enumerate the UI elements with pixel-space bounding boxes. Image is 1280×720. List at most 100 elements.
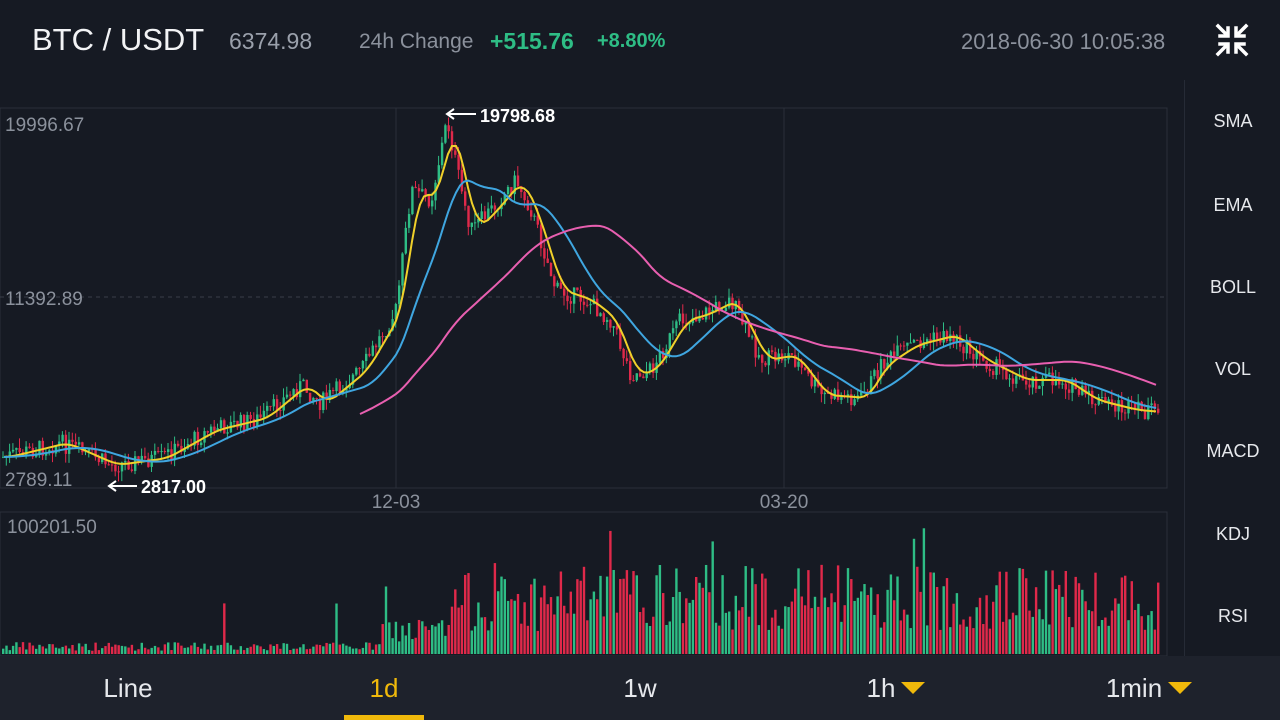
volume-bar bbox=[322, 646, 325, 654]
volume-bar bbox=[384, 586, 388, 654]
candle-body bbox=[860, 391, 863, 396]
volume-bar bbox=[190, 645, 193, 654]
timeframe-line-label: Line bbox=[103, 672, 153, 703]
candle-body bbox=[285, 394, 289, 398]
indicator-kdj[interactable]: KDJ bbox=[1185, 514, 1280, 554]
candle-body bbox=[1157, 408, 1160, 413]
volume-bar bbox=[813, 596, 817, 654]
candle-body bbox=[262, 410, 266, 418]
volume-bar bbox=[619, 578, 622, 654]
volume-bar bbox=[1077, 583, 1081, 654]
candle-body bbox=[292, 389, 295, 396]
candle-body bbox=[124, 461, 127, 463]
candle-body bbox=[272, 399, 275, 407]
candle-body bbox=[1058, 379, 1061, 385]
timeframe-1min-dropdown[interactable]: 1min bbox=[1094, 656, 1204, 720]
high-marker: 19798.68 bbox=[445, 106, 555, 126]
volume-bar bbox=[711, 541, 714, 654]
volume-bar bbox=[213, 649, 216, 654]
candle-body bbox=[728, 297, 731, 308]
timeframe-1w[interactable]: 1w bbox=[600, 656, 680, 720]
volume-max-label: 100201.50 bbox=[7, 517, 97, 538]
timeframe-1d[interactable]: 1d bbox=[344, 656, 424, 720]
candle-body bbox=[840, 395, 843, 400]
change-label: 24h Change bbox=[359, 30, 474, 53]
candle-body bbox=[361, 360, 365, 369]
volume-bar bbox=[193, 642, 196, 654]
volume-bar bbox=[35, 648, 38, 654]
indicator-macd[interactable]: MACD bbox=[1185, 431, 1280, 471]
candle-body bbox=[893, 351, 896, 357]
volume-bar bbox=[1054, 589, 1058, 654]
candle-body bbox=[236, 420, 239, 428]
candle-body bbox=[351, 374, 355, 385]
candle-body bbox=[460, 169, 464, 192]
candle-body bbox=[407, 214, 411, 228]
volume-bar bbox=[625, 570, 629, 654]
indicator-sma[interactable]: SMA bbox=[1185, 101, 1280, 141]
volume-bar bbox=[2, 648, 5, 654]
volume-bar bbox=[470, 630, 473, 654]
volume-bar bbox=[64, 645, 68, 654]
candle-body bbox=[992, 371, 995, 375]
candle-body bbox=[764, 362, 767, 366]
candle-body bbox=[902, 345, 906, 347]
candle-body bbox=[61, 434, 64, 442]
volume-bar bbox=[219, 644, 223, 654]
candle-body bbox=[952, 334, 955, 342]
candle-body bbox=[503, 194, 506, 205]
volume-bar bbox=[553, 614, 556, 654]
candle-body bbox=[487, 208, 490, 220]
indicator-ema[interactable]: EMA bbox=[1185, 185, 1280, 225]
indicator-ema-label: EMA bbox=[1213, 194, 1253, 215]
candle-body bbox=[1031, 376, 1034, 388]
volume-bar bbox=[671, 597, 675, 654]
volume-bar bbox=[480, 617, 483, 654]
volume-bar bbox=[691, 599, 695, 654]
candle-body bbox=[596, 298, 599, 317]
volume-bar bbox=[869, 587, 873, 654]
candle-body bbox=[107, 464, 110, 466]
candle-body bbox=[876, 370, 879, 379]
volume-bar bbox=[153, 645, 157, 654]
candlestick-chart[interactable]: 19996.67 11392.89 2789.11 12-03 03-20 10… bbox=[0, 80, 1170, 656]
volume-bar bbox=[642, 607, 645, 654]
volume-bar bbox=[1150, 611, 1153, 654]
indicator-boll[interactable]: BOLL bbox=[1185, 267, 1280, 307]
candle-body bbox=[299, 381, 302, 398]
volume-bar bbox=[407, 623, 411, 654]
volume-bar bbox=[427, 629, 431, 654]
candle-body bbox=[467, 205, 470, 227]
indicator-vol[interactable]: VOL bbox=[1185, 349, 1280, 389]
change-percent: +8.80% bbox=[597, 30, 666, 52]
candle-body bbox=[559, 282, 563, 289]
volume-bar bbox=[952, 603, 955, 654]
volume-bar bbox=[688, 602, 691, 654]
candle-body bbox=[836, 389, 840, 400]
candle-body bbox=[117, 471, 120, 473]
candle-body bbox=[1087, 390, 1091, 395]
volume-bar bbox=[602, 616, 605, 654]
chart-canvas[interactable]: 19996.67 11392.89 2789.11 12-03 03-20 10… bbox=[0, 80, 1170, 656]
indicator-rsi[interactable]: RSI bbox=[1185, 596, 1280, 636]
indicator-sma-label: SMA bbox=[1213, 110, 1253, 131]
timeframe-1h-dropdown[interactable]: 1h bbox=[856, 656, 936, 720]
volume-bar bbox=[338, 644, 341, 654]
volume-bar bbox=[31, 645, 35, 654]
timeframe-line[interactable]: Line bbox=[88, 656, 168, 720]
volume-bar bbox=[546, 604, 549, 654]
volume-bar bbox=[645, 622, 648, 654]
candle-body bbox=[770, 350, 774, 352]
low-marker-label: 2817.00 bbox=[141, 477, 206, 497]
volume-bar bbox=[1074, 576, 1077, 654]
candle-body bbox=[120, 462, 124, 472]
collapse-button[interactable] bbox=[1212, 20, 1252, 60]
volume-bar bbox=[157, 647, 160, 654]
volume-bar bbox=[784, 606, 787, 654]
candle-body bbox=[975, 350, 978, 360]
candle-body bbox=[213, 426, 216, 431]
volume-bar bbox=[761, 573, 764, 654]
volume-bar bbox=[414, 637, 417, 654]
volume-bar bbox=[1107, 625, 1110, 654]
volume-bar bbox=[269, 644, 272, 654]
